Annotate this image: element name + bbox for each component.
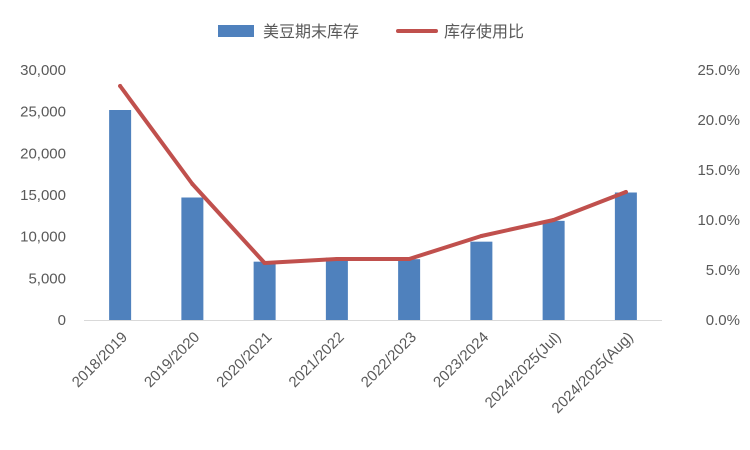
right-axis: 0.0% 5.0% 10.0% 15.0% 20.0% 25.0% bbox=[697, 62, 740, 329]
line-point bbox=[262, 261, 267, 265]
bar-series bbox=[109, 110, 637, 320]
bar bbox=[253, 261, 276, 320]
right-tick-label: 20.0% bbox=[697, 112, 740, 129]
left-tick-label: 0 bbox=[58, 312, 66, 329]
right-tick-label: 5.0% bbox=[706, 262, 740, 279]
legend-label-stock-ratio: 库存使用比 bbox=[444, 22, 524, 41]
x-tick-label: 2021/2022 bbox=[286, 329, 348, 391]
left-tick-label: 25,000 bbox=[20, 104, 66, 121]
line-point bbox=[479, 234, 484, 238]
legend-label-inventory: 美豆期末库存 bbox=[263, 22, 359, 41]
ratio-line bbox=[118, 84, 628, 265]
left-tick-label: 5,000 bbox=[28, 270, 66, 287]
line-point bbox=[407, 257, 412, 261]
legend-swatch-bar bbox=[218, 25, 254, 37]
line-point bbox=[118, 84, 123, 88]
right-tick-label: 0.0% bbox=[706, 312, 740, 329]
right-tick-label: 15.0% bbox=[697, 162, 740, 179]
x-tick-label: 2019/2020 bbox=[141, 329, 203, 391]
x-tick-label: 2018/2019 bbox=[69, 329, 131, 391]
line-point bbox=[623, 190, 628, 194]
bar bbox=[109, 110, 132, 320]
right-tick-label: 25.0% bbox=[697, 62, 740, 79]
bar bbox=[398, 259, 421, 320]
left-tick-label: 15,000 bbox=[20, 187, 66, 204]
line-point bbox=[190, 182, 195, 186]
x-tick-label: 2022/2023 bbox=[358, 329, 420, 391]
bar bbox=[542, 220, 565, 320]
line-point bbox=[334, 257, 339, 261]
left-tick-label: 10,000 bbox=[20, 229, 66, 246]
x-tick-label: 2024/2025(Jul) bbox=[482, 329, 565, 412]
right-tick-label: 10.0% bbox=[697, 212, 740, 229]
line-point bbox=[551, 218, 556, 222]
legend: 美豆期末库存 库存使用比 bbox=[218, 22, 524, 41]
bar bbox=[614, 192, 637, 320]
left-tick-label: 20,000 bbox=[20, 145, 66, 162]
left-axis: 0 5,000 10,000 15,000 20,000 25,000 30,000 bbox=[20, 62, 66, 329]
bar bbox=[325, 257, 348, 320]
line-series bbox=[118, 84, 628, 265]
bar bbox=[470, 241, 493, 320]
left-tick-label: 30,000 bbox=[20, 62, 66, 79]
x-tick-label: 2020/2021 bbox=[213, 329, 275, 391]
x-axis: 2018/2019 2019/2020 2020/2021 2021/2022 2022… bbox=[69, 320, 662, 417]
x-tick-label: 2023/2024 bbox=[430, 329, 492, 391]
bar bbox=[181, 197, 204, 320]
